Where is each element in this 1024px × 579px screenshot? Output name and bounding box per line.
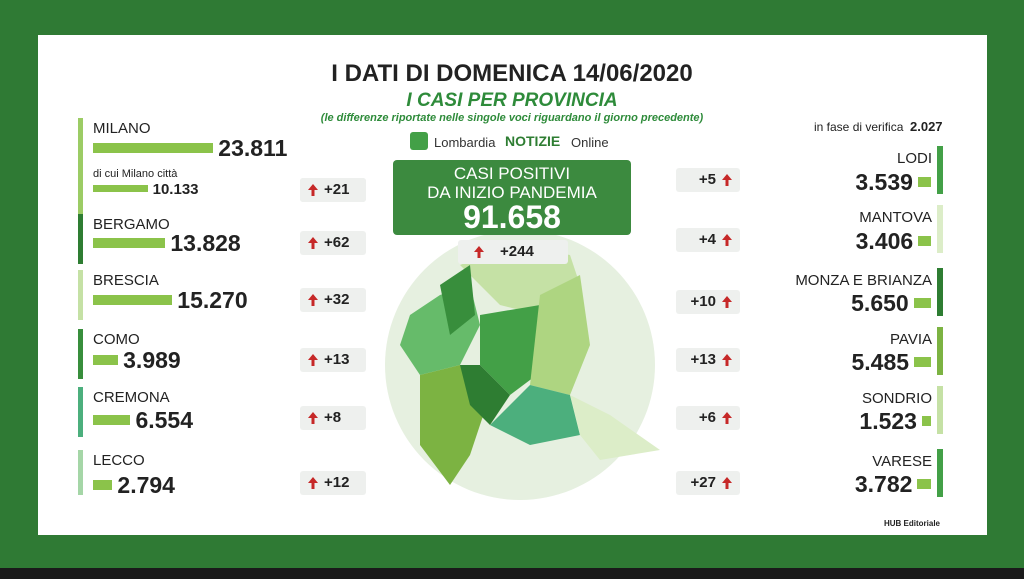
verification-value: 2.027 (910, 119, 943, 134)
side-bar (937, 146, 943, 194)
province-value: 3.539 (855, 169, 913, 195)
province-name: SONDRIO (861, 390, 932, 407)
side-bar (937, 327, 943, 375)
total-label: CASI POSITIVI (453, 164, 571, 183)
delta: +13 (690, 351, 716, 368)
note: (le differenze riportate nelle singole v… (320, 112, 704, 124)
up-arrow (722, 234, 732, 246)
province-value: 3.989 (123, 347, 181, 373)
value-bar (917, 177, 931, 187)
side-bar (78, 270, 83, 320)
delta: +27 (690, 474, 716, 491)
subtitle: I CASI PER PROVINCIA (406, 90, 618, 111)
side-bar (937, 205, 943, 253)
total-box (393, 160, 631, 235)
delta: +6 (698, 409, 716, 426)
side-bar (78, 118, 83, 214)
value-bar (93, 480, 113, 490)
up-arrow (308, 412, 318, 424)
delta: +4 (698, 231, 716, 248)
delta: +10 (690, 293, 716, 310)
province-value: 13.828 (170, 230, 241, 256)
total-delta: +244 (500, 243, 534, 260)
province-value: 1.523 (859, 408, 917, 434)
value-bar (913, 298, 931, 308)
side-bar (937, 386, 943, 434)
province-value: 5.485 (851, 349, 910, 375)
brand-highlight: NOTIZIE (505, 133, 561, 149)
value-bar (93, 185, 148, 192)
province-value: 10.133 (152, 181, 199, 198)
side-bar (78, 387, 83, 437)
delta: +62 (324, 234, 350, 251)
footer: HUB Editoriale (884, 519, 941, 528)
verification-label: in fase di verifica (814, 120, 904, 134)
bottom-strip (0, 568, 1024, 579)
side-bar (937, 268, 943, 316)
province-name: MILANO (93, 120, 151, 137)
province-name: CREMONA (93, 389, 170, 406)
up-arrow (722, 296, 732, 308)
province-value: 3.406 (855, 228, 914, 254)
province-value: 2.794 (117, 472, 175, 498)
map (385, 230, 660, 500)
title: I DATI DI DOMENICA 14/06/2020 (331, 60, 693, 87)
province-name: LECCO (93, 452, 145, 469)
value-bar (918, 236, 931, 246)
delta: +13 (324, 351, 350, 368)
up-arrow (722, 412, 732, 424)
side-bar (78, 450, 83, 495)
up-arrow (308, 184, 318, 196)
value-bar (914, 357, 931, 367)
province-value: 6.554 (135, 407, 194, 433)
side-bar (78, 214, 83, 264)
value-bar (93, 295, 173, 305)
delta: +5 (698, 171, 716, 188)
brand-suffix: Online (571, 135, 609, 150)
value-bar (93, 415, 131, 425)
province-value: 3.782 (854, 471, 913, 497)
up-arrow (474, 246, 484, 258)
value-bar (93, 355, 119, 365)
delta: +8 (324, 409, 342, 426)
province-name: di cui Milano città (93, 168, 178, 180)
total-label: DA INIZIO PANDEMIA (427, 183, 597, 202)
delta: +12 (324, 474, 350, 491)
up-arrow (308, 477, 318, 489)
up-arrow (308, 294, 318, 306)
total-value: 91.658 (463, 199, 561, 235)
province-name: MANTOVA (859, 209, 932, 226)
province-name: PAVIA (890, 331, 932, 348)
province-name: VARESE (872, 453, 932, 470)
side-bar (937, 449, 943, 497)
province-value: 5.650 (851, 290, 909, 316)
province-name: BRESCIA (93, 272, 159, 289)
up-arrow (308, 237, 318, 249)
province-name: LODI (896, 150, 932, 167)
up-arrow (722, 174, 732, 186)
value-bar (93, 143, 214, 153)
value-bar (921, 416, 931, 426)
up-arrow (722, 354, 732, 366)
brand-name: Lombardia (434, 135, 496, 150)
up-arrow (308, 354, 318, 366)
brand-logo (410, 132, 428, 150)
province-value: 23.811 (218, 135, 288, 161)
province-value: 15.270 (177, 287, 248, 313)
delta: +21 (324, 181, 350, 198)
value-bar (917, 479, 931, 489)
province-name: COMO (93, 331, 140, 348)
value-bar (93, 238, 166, 248)
side-bar (78, 329, 83, 379)
delta: +32 (324, 291, 350, 308)
province-name: MONZA E BRIANZA (795, 272, 932, 289)
province-name: BERGAMO (93, 216, 170, 233)
up-arrow (722, 477, 732, 489)
